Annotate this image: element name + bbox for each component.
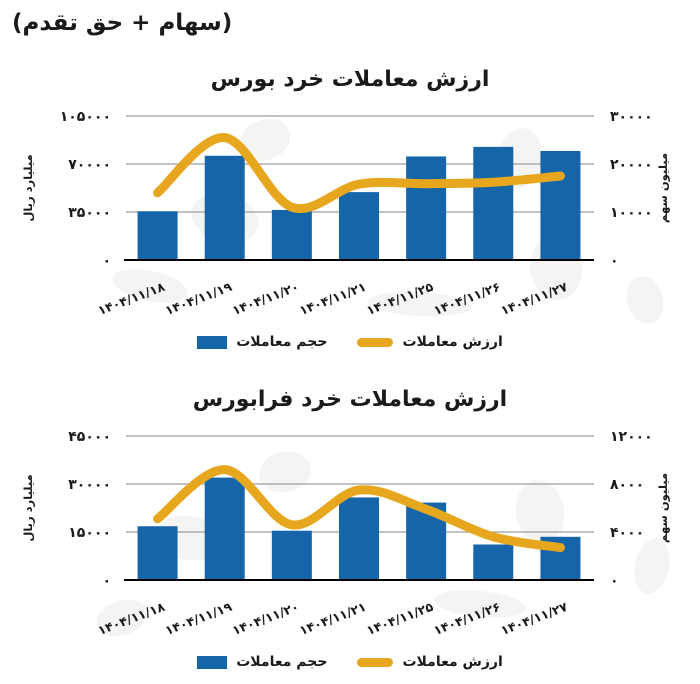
- legend-value-label: ارزش معاملات: [402, 654, 503, 670]
- y-tick-label-left: ۱۰۵۰۰۰: [60, 109, 111, 125]
- bar: [406, 156, 447, 260]
- bar: [339, 192, 379, 260]
- legend-value-label: ارزش معاملات: [402, 334, 503, 350]
- y-tick-label-left: ۳۵۰۰۰: [68, 205, 111, 221]
- y-tick-label-right: ۱۲۰۰۰: [610, 429, 653, 445]
- bar: [339, 497, 379, 580]
- y-tick-label-left: ۱۵۰۰۰: [68, 525, 111, 541]
- legend-item-volume: حجم معاملات: [197, 654, 327, 670]
- x-tick-label: ۱۴۰۴/۱۱/۱۹: [163, 599, 234, 638]
- y-tick-label-left: ۳۰۰۰۰: [68, 477, 111, 493]
- right-axis-unit-label: میلیون سهم: [656, 153, 671, 223]
- bar: [137, 211, 178, 260]
- y-tick-label-left: ۴۵۰۰۰: [68, 429, 111, 445]
- combo-chart-bourse: ۰ ۳۵۰۰۰ ۷۰۰۰۰ ۱۰۵۰۰۰ ۰ ۱۰۰۰۰ ۲۰۰۰۰ ۳۰۰۰۰ میلیارد…: [21, 109, 671, 324]
- legend-item-value: ارزش معاملات: [357, 334, 503, 350]
- bar: [540, 150, 581, 260]
- legend-farabourse: حجم معاملات ارزش معاملات: [0, 650, 700, 674]
- x-tick-label: ۱۴۰۴/۱۱/۲۱: [297, 279, 368, 318]
- x-tick-label: ۱۴۰۴/۱۱/۲۰: [230, 279, 301, 318]
- y-tick-label-right: ۰: [610, 573, 619, 589]
- page-subtitle: (سهام + حق تقدم): [12, 10, 233, 36]
- y-tick-label-right: ۸۰۰۰: [610, 477, 644, 493]
- x-tick-label: ۱۴۰۴/۱۱/۲۰: [230, 599, 301, 638]
- y-tick-label-left: ۷۰۰۰۰: [68, 157, 111, 173]
- watermark-shape: [434, 590, 526, 618]
- watermark-shape: [626, 276, 664, 324]
- y-tick-label-right: ۳۰۰۰۰: [610, 109, 653, 125]
- value-line: [153, 465, 565, 553]
- x-tick-label: ۱۴۰۴/۱۱/۲۱: [297, 599, 368, 638]
- volume-swatch: [197, 655, 228, 669]
- watermark-shape: [112, 269, 188, 303]
- chart-block-bourse: ارزش معاملات خرد بورس ۰ ۳۵۰۰۰ ۷۰۰۰۰ ۱۰۵۰۰۰ ۰…: [0, 60, 700, 354]
- legend-item-value: ارزش معاملات: [357, 654, 503, 670]
- y-tick-label-left: ۰: [102, 573, 111, 589]
- watermark-shape: [239, 119, 291, 161]
- watermark-shape: [259, 451, 311, 493]
- y-tick-label-right: ۲۰۰۰۰: [610, 157, 653, 173]
- watermark-shape: [368, 291, 472, 317]
- bar: [271, 209, 312, 260]
- y-tick-label-right: ۱۰۰۰۰: [610, 205, 653, 221]
- combo-chart-farabourse: ۰ ۱۵۰۰۰ ۳۰۰۰۰ ۴۵۰۰۰ ۰ ۴۰۰۰ ۸۰۰۰ ۱۲۰۰۰ میلیارد ری…: [21, 429, 671, 638]
- bar: [137, 526, 178, 580]
- bar: [204, 477, 245, 580]
- chart-title-bourse: ارزش معاملات خرد بورس: [210, 67, 490, 92]
- legend-item-volume: حجم معاملات: [197, 334, 327, 350]
- chart-title-farabourse: ارزش معاملات خرد فرابورس: [192, 387, 508, 412]
- y-tick-label-right: ۰: [610, 253, 619, 269]
- legend-volume-label: حجم معاملات: [236, 334, 328, 350]
- legend-volume-label: حجم معاملات: [236, 654, 328, 670]
- watermark-shape: [515, 480, 565, 544]
- bar: [473, 146, 514, 260]
- chart-block-farabourse: ارزش معاملات خرد فرابورس ۰ ۱۵۰۰۰ ۳۰۰۰۰ ۴۵۰۰…: [0, 380, 700, 674]
- y-tick-label-right: ۴۰۰۰: [610, 525, 644, 541]
- y-tick-label-left: ۰: [102, 253, 111, 269]
- value-swatch: [357, 337, 394, 347]
- left-axis-unit-label: میلیارد ریال: [21, 474, 35, 541]
- volume-swatch: [197, 335, 228, 349]
- right-axis-unit-label: میلیون سهم: [656, 473, 671, 543]
- watermark-shape: [634, 538, 670, 594]
- legend-bourse: حجم معاملات ارزش معاملات: [0, 330, 700, 354]
- left-axis-unit-label: میلیارد ریال: [21, 154, 35, 221]
- bar: [473, 544, 514, 580]
- bar: [204, 155, 245, 260]
- x-tick-label: ۱۴۰۴/۱۱/۲۵: [364, 599, 435, 638]
- bar: [271, 530, 312, 580]
- value-swatch: [357, 657, 394, 667]
- value-line: [153, 133, 565, 214]
- watermark-shape: [96, 599, 148, 637]
